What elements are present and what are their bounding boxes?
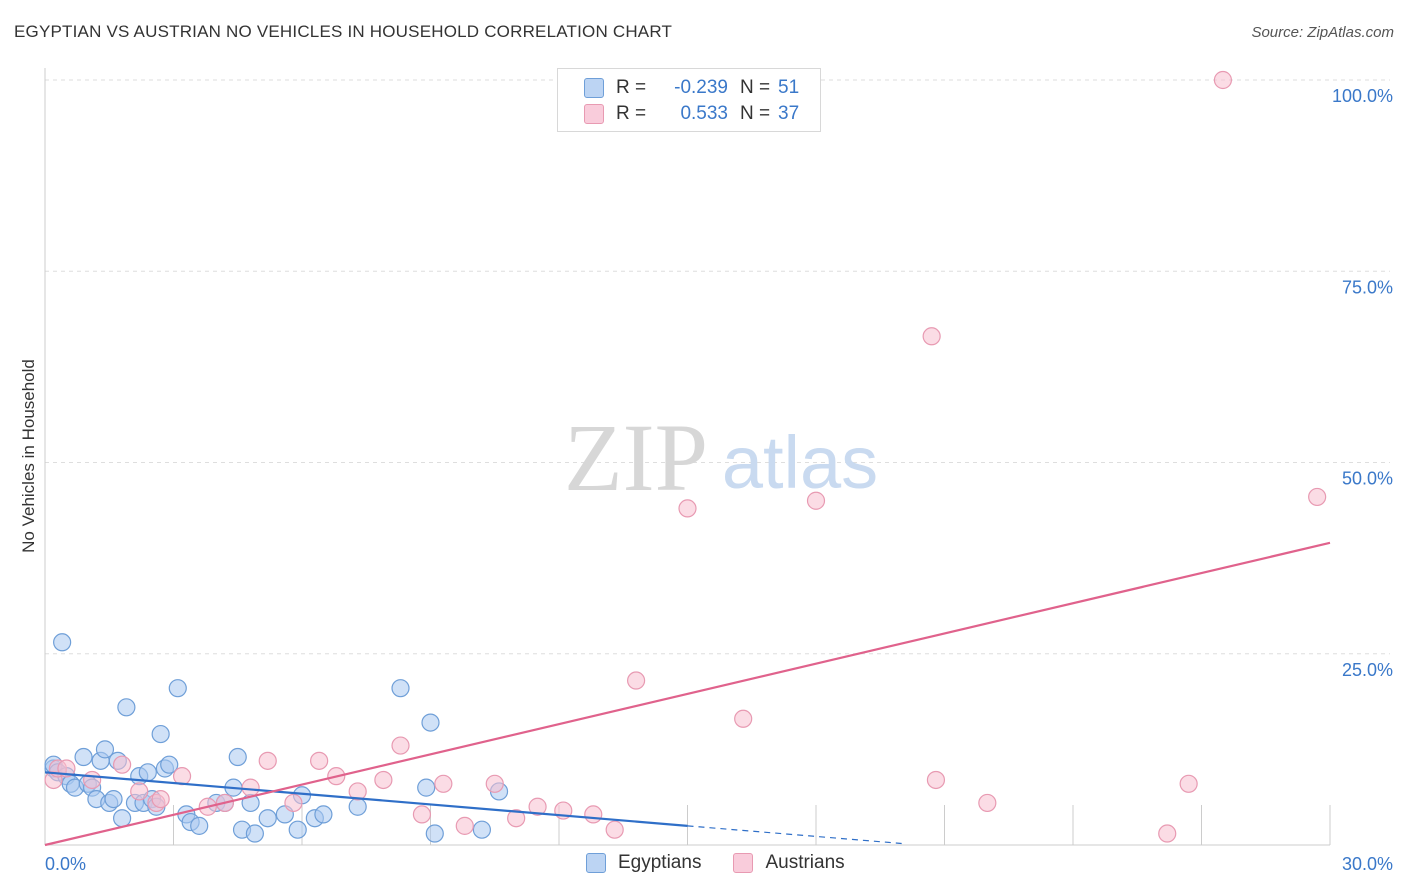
egyptian-point — [472, 820, 491, 839]
watermark: ZIP atlas — [564, 404, 878, 511]
austrian-point — [806, 491, 826, 510]
egyptian-point — [104, 789, 123, 809]
austrian-point — [1213, 70, 1233, 90]
egyptian-point — [74, 747, 93, 767]
austrian-point — [151, 789, 170, 809]
series-legend-egyptians: Egyptians — [586, 852, 701, 874]
austrians-trend-line — [44, 541, 1331, 847]
egyptians-trend-extension — [687, 825, 902, 845]
watermark-zip: ZIP — [564, 404, 708, 511]
austrian-point — [412, 805, 432, 824]
austrian-point — [434, 774, 453, 793]
austrian-point — [626, 671, 646, 690]
x-tick-label: 30.0% — [1342, 854, 1393, 874]
legend-n-label: N = — [740, 77, 771, 98]
series-legend: Egyptians Austrians — [586, 852, 877, 874]
austrian-point — [1308, 487, 1327, 507]
austrian-point — [348, 782, 367, 801]
egyptian-point — [258, 809, 277, 828]
egyptian-point — [228, 747, 247, 767]
austrian-point — [1158, 824, 1177, 843]
austrian-point — [485, 774, 504, 793]
series-label-austrians: Austrians — [765, 852, 845, 873]
legend-row-austrians: R = 0.533 N = 37 — [584, 103, 799, 125]
legend-n-value: 37 — [778, 103, 800, 124]
austrian-point — [926, 770, 946, 790]
legend-swatch-egyptians — [584, 78, 604, 98]
y-tick-label: 50.0% — [1342, 469, 1393, 489]
legend-r-value: 0.533 — [680, 103, 728, 124]
series-swatch-austrians — [733, 853, 754, 873]
watermark-atlas: atlas — [722, 421, 878, 504]
austrian-point — [284, 793, 303, 813]
egyptian-point — [190, 816, 209, 835]
austrian-point — [374, 770, 393, 790]
egyptian-point — [112, 809, 132, 828]
legend-r-value: -0.239 — [674, 77, 728, 98]
austrian-point — [978, 793, 997, 813]
austrian-point — [528, 797, 547, 816]
egyptian-point — [391, 679, 410, 698]
austrian-point — [241, 778, 260, 797]
austrian-point — [734, 709, 753, 728]
x-tick-label: 0.0% — [45, 854, 86, 874]
austrian-point — [1179, 774, 1198, 793]
austrian-point — [584, 805, 603, 824]
egyptian-point — [160, 755, 179, 774]
series-swatch-egyptians — [586, 853, 606, 873]
austrian-point — [310, 751, 329, 770]
y-axis-title: No Vehicles in Household — [19, 359, 38, 553]
series-legend-austrians: Austrians — [733, 852, 845, 874]
egyptian-point — [425, 824, 444, 843]
series-label-egyptians: Egyptians — [618, 852, 702, 873]
austrian-point — [922, 327, 941, 346]
legend-n-label: N = — [740, 103, 771, 124]
y-tick-label: 75.0% — [1342, 277, 1393, 297]
austrian-point — [172, 767, 192, 786]
y-tick-label: 25.0% — [1342, 660, 1393, 680]
source-label: Source: ZipAtlas.com — [1251, 24, 1394, 41]
egyptian-point — [53, 633, 72, 652]
legend-r-label: R = — [616, 77, 647, 98]
egyptian-point — [151, 724, 170, 744]
egyptians-trend-line — [44, 771, 688, 827]
legend-row-egyptians: R = -0.239 N = 51 — [584, 77, 799, 99]
austrian-point — [391, 736, 410, 755]
legend: R = -0.239 N = 51 R = 0.533 N = 37 — [557, 68, 821, 132]
egyptian-point — [348, 797, 367, 816]
austrian-point — [507, 809, 526, 828]
egyptian-point — [288, 820, 307, 839]
austrian-point — [130, 782, 149, 801]
egyptian-point — [314, 805, 333, 824]
legend-n-value: 51 — [778, 77, 800, 98]
austrian-point — [678, 499, 697, 518]
egyptian-point — [138, 763, 157, 782]
legend-r-label: R = — [616, 103, 647, 124]
chart-title: EGYPTIAN VS AUSTRIAN NO VEHICLES IN HOUS… — [14, 22, 673, 41]
austrian-point — [258, 751, 277, 770]
egyptian-point — [421, 713, 440, 732]
egyptian-point — [117, 698, 136, 717]
austrian-point — [83, 770, 102, 790]
legend-swatch-austrians — [584, 104, 604, 124]
y-tick-label: 100.0% — [1332, 86, 1393, 106]
egyptian-point — [245, 824, 264, 843]
austrian-point — [455, 816, 474, 835]
austrian-point — [112, 755, 132, 774]
egyptian-point — [168, 679, 187, 698]
egyptian-point — [95, 740, 115, 759]
egyptian-point — [417, 778, 436, 797]
austrian-point — [605, 820, 624, 839]
